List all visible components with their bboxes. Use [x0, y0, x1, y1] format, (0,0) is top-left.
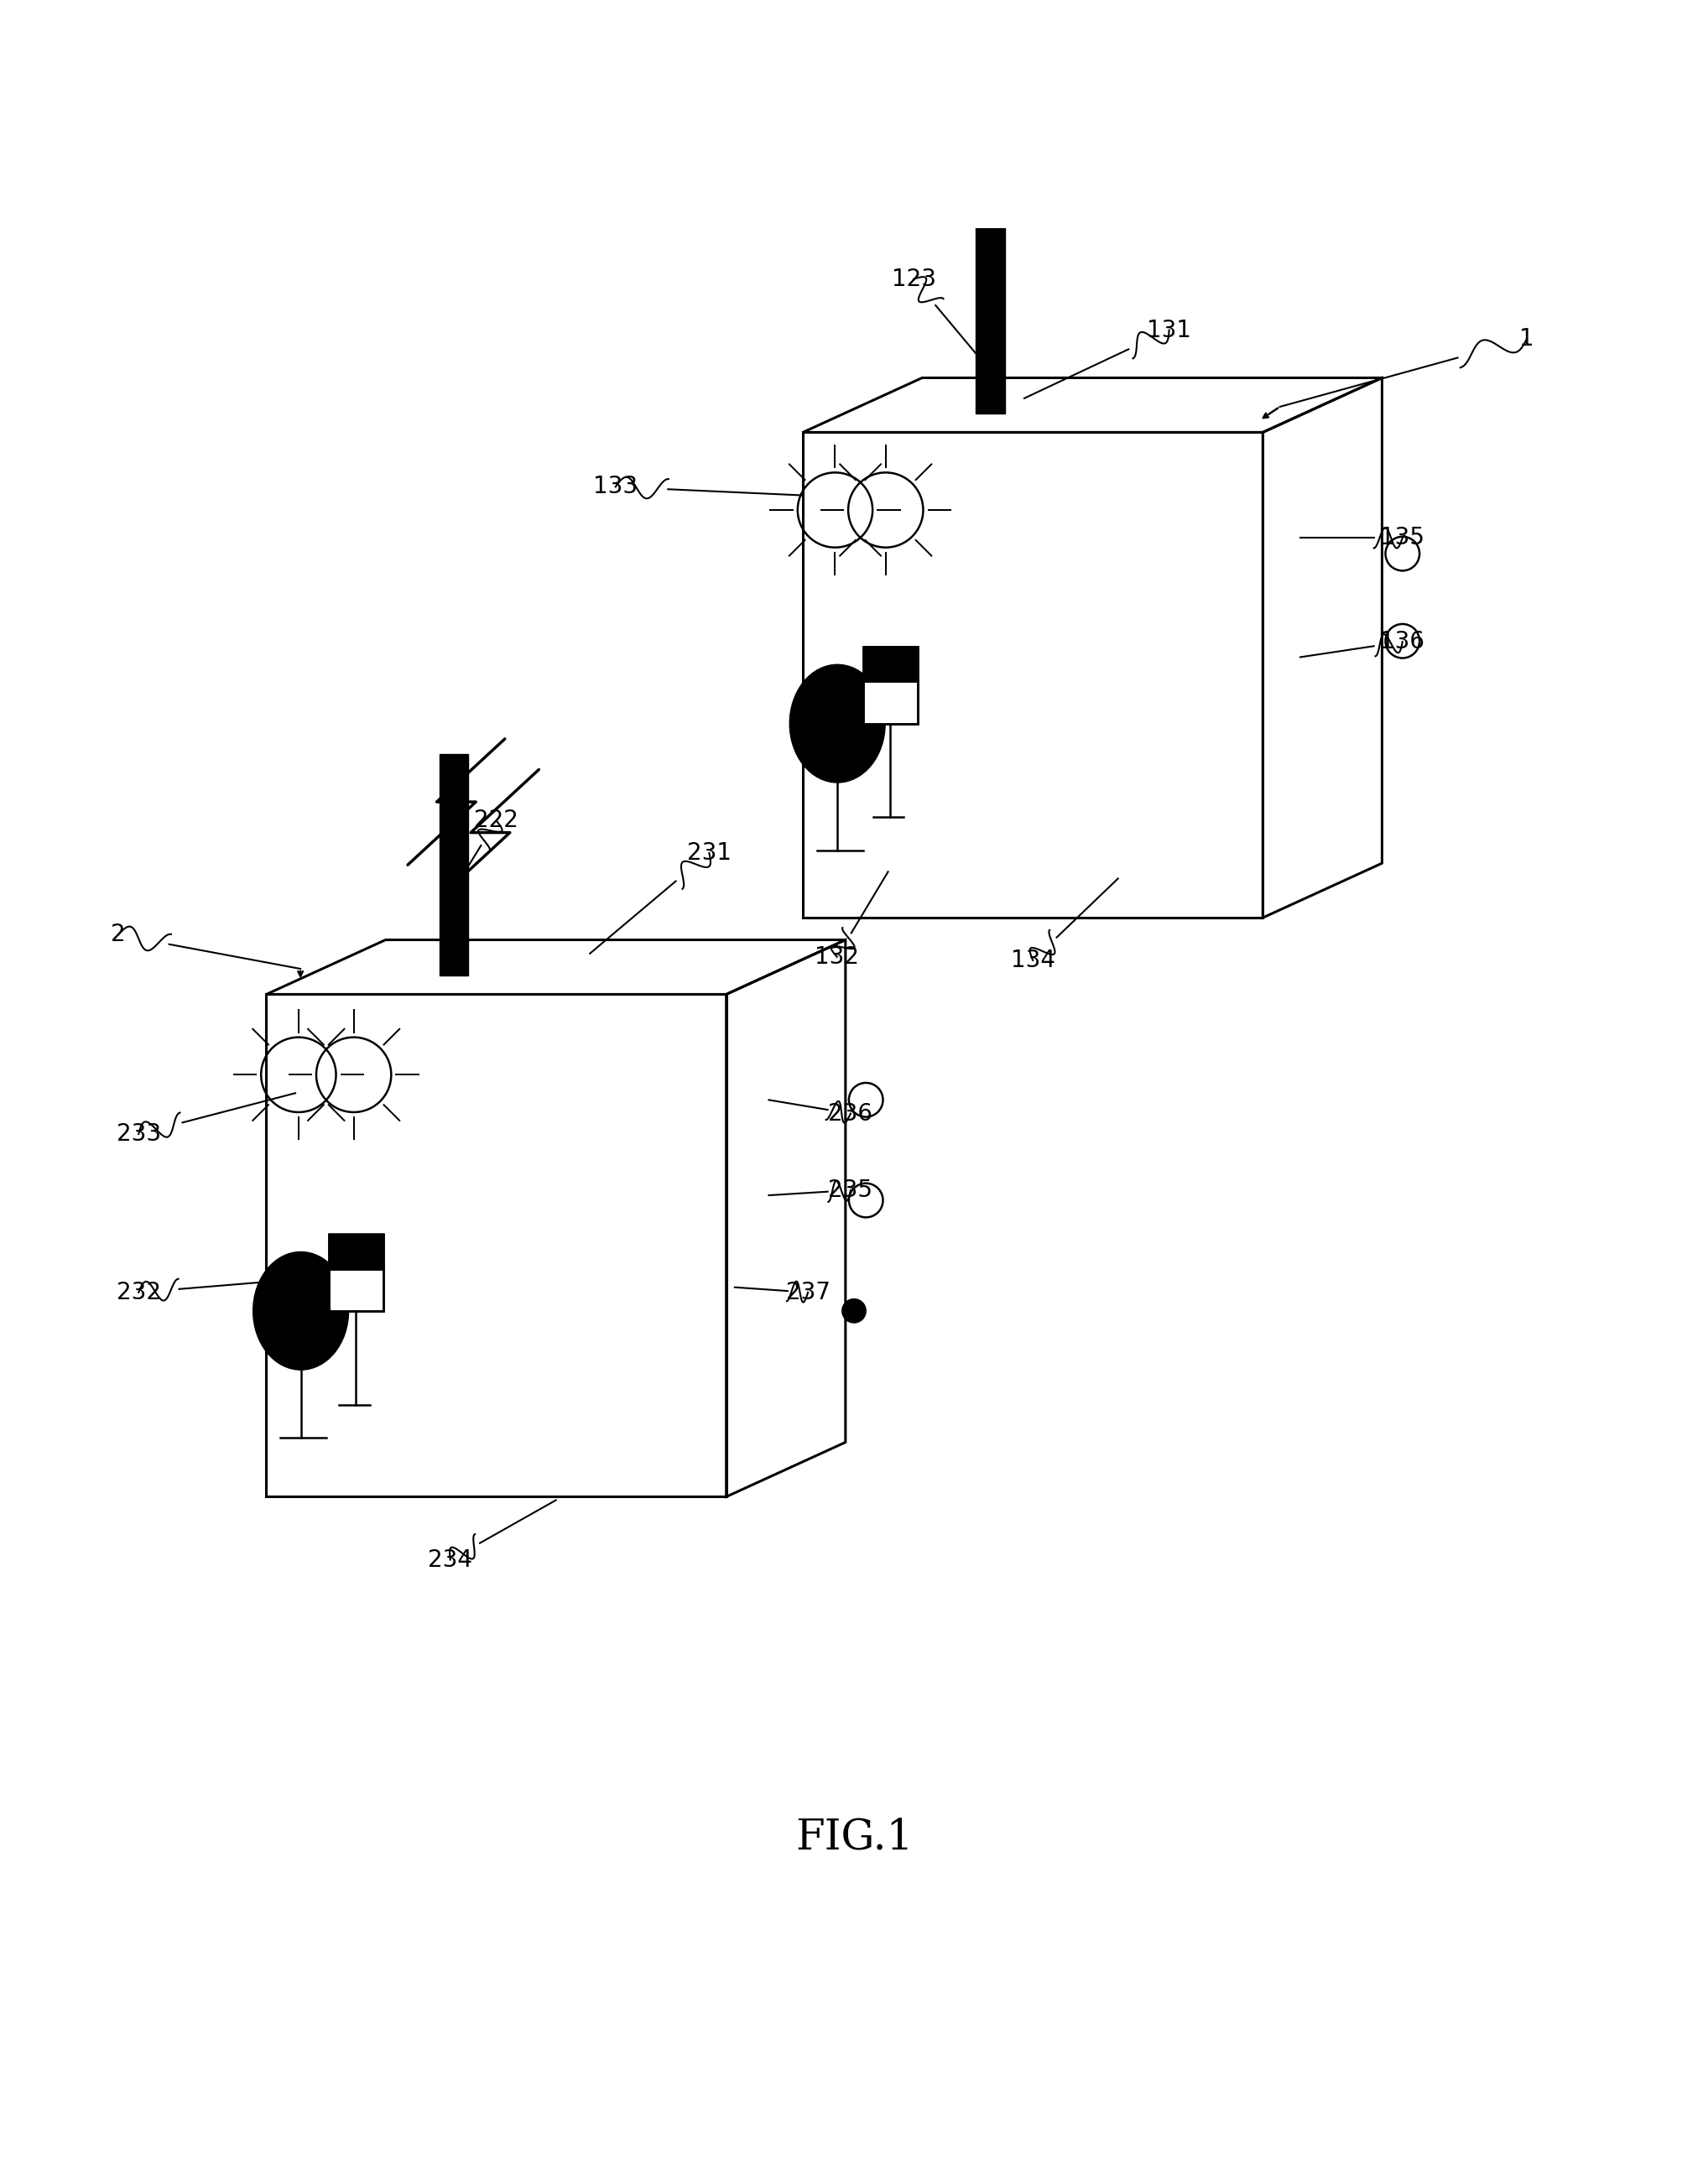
Text: 222: 222 — [475, 810, 519, 833]
Text: 136: 136 — [1380, 630, 1424, 654]
Text: 232: 232 — [116, 1280, 161, 1304]
Text: 237: 237 — [786, 1280, 830, 1304]
Ellipse shape — [789, 665, 885, 782]
Text: 233: 233 — [116, 1123, 161, 1146]
Text: 134: 134 — [1011, 948, 1056, 972]
Bar — [266, 995, 726, 1496]
Text: 2: 2 — [111, 924, 126, 946]
Bar — [328, 1235, 383, 1311]
Bar — [328, 1269, 383, 1311]
Bar — [803, 432, 1262, 918]
Text: 133: 133 — [593, 475, 637, 499]
Bar — [863, 682, 917, 723]
Bar — [439, 753, 468, 976]
Text: 1: 1 — [1520, 326, 1534, 350]
Bar — [863, 648, 917, 723]
Text: 235: 235 — [828, 1179, 873, 1203]
Ellipse shape — [253, 1252, 348, 1369]
Text: 231: 231 — [687, 842, 731, 866]
Text: FIG.1: FIG.1 — [794, 1816, 914, 1859]
Text: 236: 236 — [828, 1101, 873, 1125]
Circle shape — [842, 1300, 866, 1323]
Text: 132: 132 — [815, 946, 859, 969]
Text: 123: 123 — [892, 268, 936, 291]
Bar — [863, 648, 917, 682]
Text: 135: 135 — [1380, 527, 1424, 551]
Text: 234: 234 — [429, 1548, 473, 1572]
Bar — [328, 1235, 383, 1269]
Bar — [975, 175, 1004, 412]
Text: 131: 131 — [1146, 317, 1192, 341]
